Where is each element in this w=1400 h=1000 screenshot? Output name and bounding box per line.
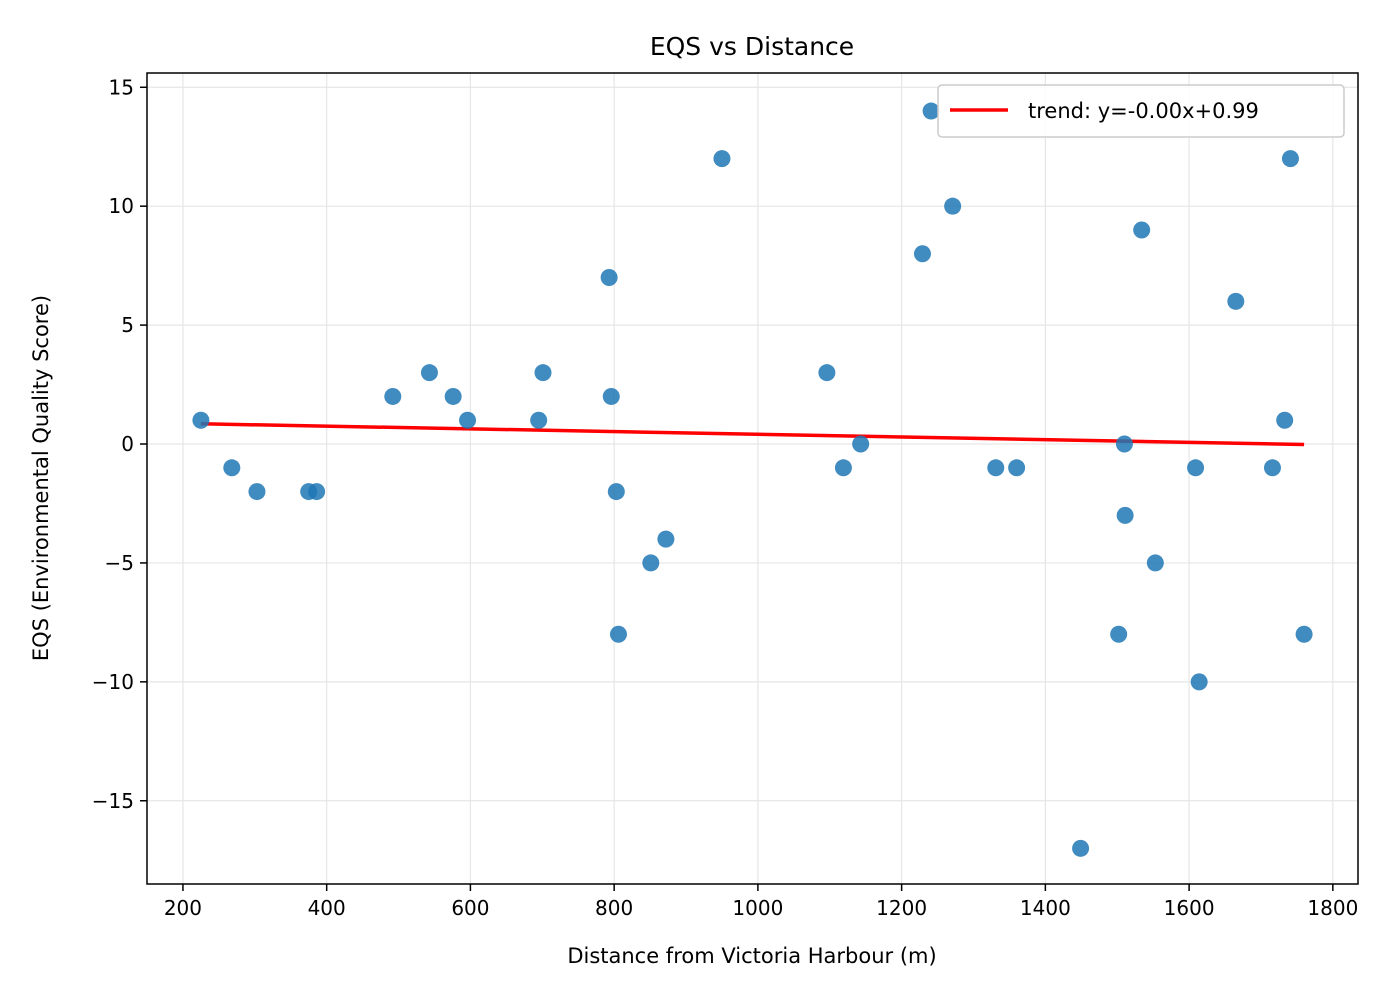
data-point: [384, 387, 402, 405]
legend: trend: y=-0.00x+0.99: [937, 84, 1345, 138]
data-point: [1227, 292, 1245, 310]
y-axis-label: EQS (Environmental Quality Score): [29, 295, 53, 661]
data-point: [922, 102, 940, 120]
grid-lines: [147, 73, 1358, 884]
data-point: [1110, 625, 1128, 643]
data-point: [530, 411, 548, 429]
y-tick-label: 5: [121, 313, 134, 337]
data-point: [1072, 839, 1090, 857]
data-point: [944, 197, 962, 215]
x-tick-label: 600: [451, 896, 489, 920]
legend-box: [937, 84, 1345, 138]
data-point: [459, 411, 477, 429]
plot-frame: [146, 72, 1359, 885]
x-tick-label: 1400: [1020, 896, 1071, 920]
data-point: [600, 269, 618, 287]
data-point: [609, 625, 627, 643]
data-point: [1116, 506, 1134, 524]
data-point: [192, 411, 210, 429]
data-point: [987, 459, 1005, 477]
y-tick-label: −15: [92, 789, 134, 813]
data-point: [607, 483, 625, 501]
x-axis-label: Distance from Victoria Harbour (m): [567, 944, 936, 968]
data-point: [1008, 459, 1026, 477]
data-point: [1133, 221, 1151, 239]
data-points: [192, 102, 1313, 857]
data-point: [1115, 435, 1133, 453]
data-point: [852, 435, 870, 453]
data-point: [818, 364, 836, 382]
y-tick-label: 0: [121, 432, 134, 456]
y-tick-label: −10: [92, 670, 134, 694]
x-tick-label: 400: [308, 896, 346, 920]
data-point: [657, 530, 675, 548]
data-point: [602, 387, 620, 405]
y-tick-label: 10: [109, 194, 134, 218]
chart-title: EQS vs Distance: [650, 32, 854, 61]
x-tick-label: 1000: [732, 896, 783, 920]
data-point: [1187, 459, 1205, 477]
data-point: [1276, 411, 1294, 429]
data-point: [642, 554, 660, 572]
data-point: [223, 459, 241, 477]
y-tick-label: 15: [109, 75, 134, 99]
data-point: [1146, 554, 1164, 572]
data-point: [834, 459, 852, 477]
x-tick-label: 1600: [1164, 896, 1215, 920]
x-tick-label: 1800: [1307, 896, 1358, 920]
x-axis-ticks: 200 400 600 800 1000 1200 1400 1600 1800: [164, 884, 1358, 920]
data-point: [1295, 625, 1313, 643]
legend-trend-label: trend: y=-0.00x+0.99: [1028, 99, 1259, 123]
x-tick-label: 1200: [876, 896, 927, 920]
y-tick-label: −5: [105, 551, 134, 575]
data-point: [1281, 150, 1299, 168]
y-axis-ticks: −15 −10 −5 0 5 10 15: [92, 75, 147, 813]
x-tick-label: 800: [595, 896, 633, 920]
data-point: [1263, 459, 1281, 477]
data-point: [444, 387, 462, 405]
data-point: [248, 483, 266, 501]
data-point: [420, 364, 438, 382]
data-point: [308, 483, 326, 501]
data-point: [1190, 673, 1208, 691]
data-point: [534, 364, 552, 382]
data-point: [713, 150, 731, 168]
x-tick-label: 200: [164, 896, 202, 920]
data-point: [913, 245, 931, 263]
